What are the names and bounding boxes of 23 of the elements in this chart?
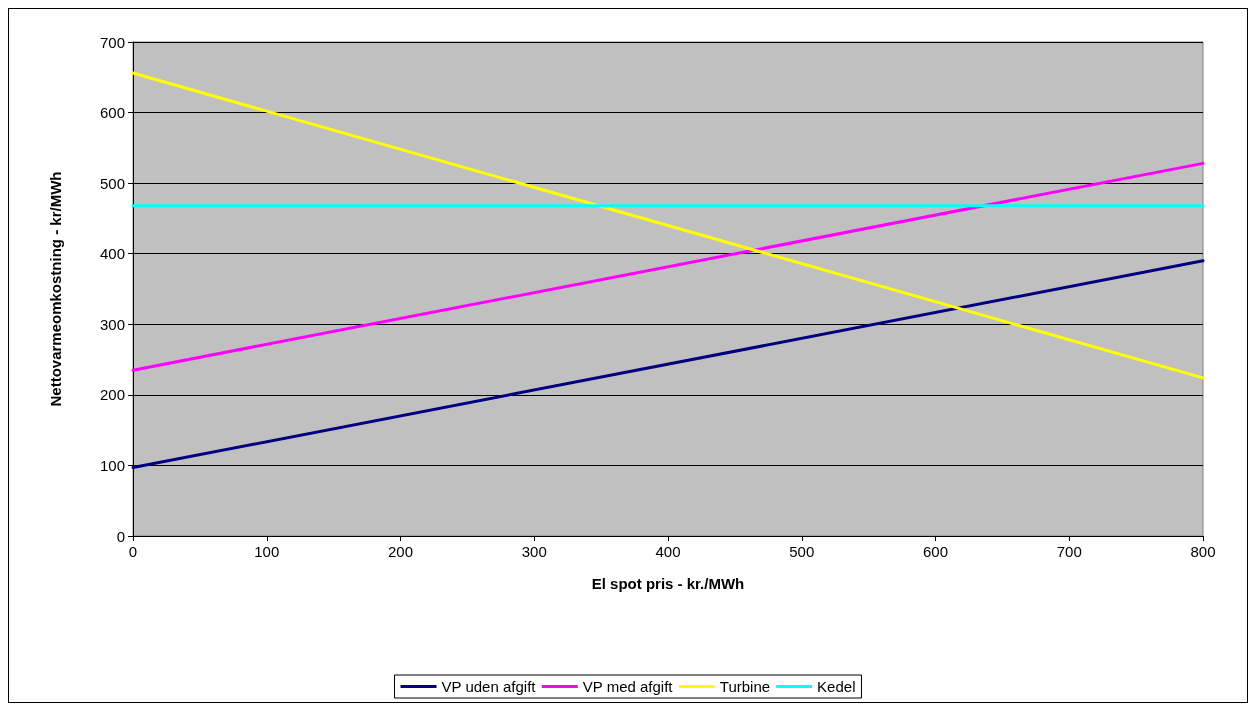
y-tick-label: 0 (116, 527, 125, 545)
y-tick-label: 100 (99, 456, 125, 474)
x-tick-label: 300 (521, 543, 547, 560)
y-axis-title: Nettovarmeomkostning - kr/MWh (47, 171, 64, 407)
y-tick-label: 600 (99, 104, 125, 122)
x-tick-label: 600 (922, 543, 949, 560)
y-tick-label: 500 (99, 174, 125, 192)
x-tick-label: 700 (1056, 543, 1082, 560)
legend-label: Kedel (817, 678, 856, 695)
y-tick-label: 200 (99, 386, 125, 404)
y-tick-label: 300 (99, 315, 125, 333)
y-tick-label: 700 (99, 33, 125, 51)
legend-label: Turbine (719, 678, 771, 695)
x-tick-label: 800 (1190, 543, 1216, 560)
x-tick-label: 500 (789, 543, 815, 560)
y-tick-label: 400 (99, 245, 125, 263)
legend-label: VP med afgift (582, 678, 674, 695)
legend-label: VP uden afgift (441, 678, 537, 695)
x-tick-label: 200 (387, 543, 414, 560)
x-axis-title: El spot pris - kr./MWh (591, 575, 745, 592)
x-tick-label: 100 (254, 543, 280, 560)
x-tick-label: 400 (655, 543, 681, 560)
x-tick-label: 0 (128, 543, 138, 560)
